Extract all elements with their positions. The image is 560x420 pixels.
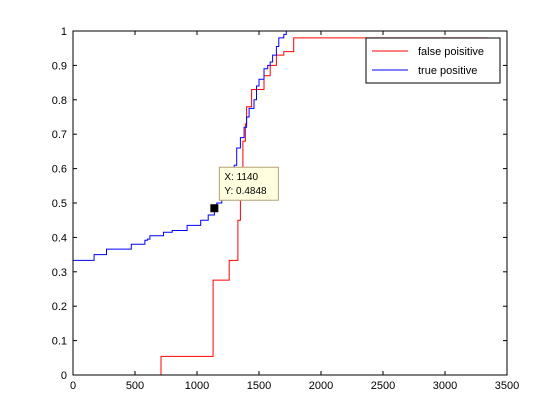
x-tick-label: 2000 [309, 380, 333, 392]
y-tick-label: 0.7 [52, 129, 67, 141]
y-tick-label: 0.9 [52, 60, 67, 72]
datatip-y-label: Y: 0.4848 [224, 186, 267, 197]
y-tick-label: 0.6 [52, 164, 67, 176]
datatip[interactable]: X: 1140 Y: 0.4848 [210, 166, 279, 213]
x-tick-label: 2500 [371, 380, 395, 392]
datatip-marker[interactable] [210, 204, 219, 213]
x-tick-label: 3500 [495, 380, 519, 392]
axes-ticks: 0 500 1000 1500 2000 2500 3000 3500 0 0.1 0.2 0.3 0.… [52, 26, 520, 392]
y-tick-label: 0.3 [52, 267, 67, 279]
series-line-false-positive [73, 37, 489, 376]
legend-label: true positive [418, 65, 477, 77]
x-tick-label: 500 [126, 380, 144, 392]
legend[interactable]: false poisitive true positive [365, 37, 501, 84]
x-tick-label: 1000 [185, 380, 209, 392]
y-tick-label: 0.8 [52, 95, 67, 107]
datatip-box [218, 166, 279, 201]
x-tick-label: 1500 [247, 380, 271, 392]
y-tick-label: 0.1 [52, 336, 67, 348]
y-tick-label: 0.2 [52, 301, 67, 313]
y-tick-label: 1 [61, 26, 67, 38]
plot-area [73, 31, 507, 375]
legend-box [365, 37, 501, 84]
y-tick-label: 0 [61, 370, 67, 382]
datatip-x-label: X: 1140 [224, 172, 258, 183]
legend-label: false poisitive [418, 46, 484, 58]
x-tick-label: 3000 [433, 380, 457, 392]
y-tick-label: 0.4 [52, 232, 67, 244]
x-tick-label: 0 [70, 380, 76, 392]
y-tick-label: 0.5 [52, 198, 67, 210]
